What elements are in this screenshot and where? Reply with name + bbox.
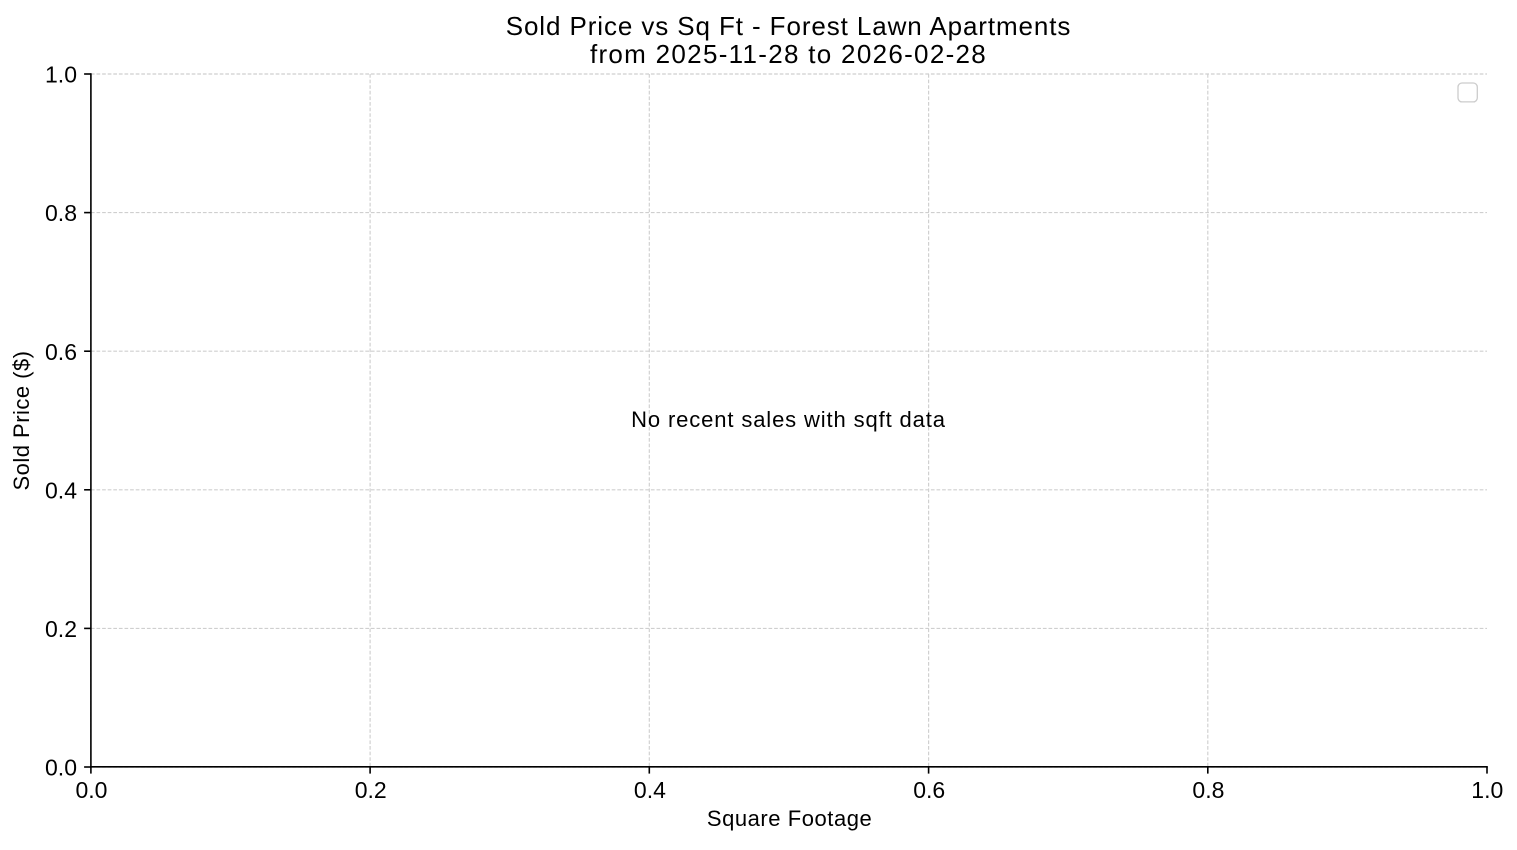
- svg-text:from 2025-11-28 to 2026-02-28: from 2025-11-28 to 2026-02-28: [590, 39, 987, 69]
- svg-text:No recent sales with sqft data: No recent sales with sqft data: [631, 407, 946, 432]
- svg-text:0.4: 0.4: [634, 777, 666, 803]
- svg-text:0.0: 0.0: [76, 777, 108, 803]
- svg-text:1.0: 1.0: [45, 62, 77, 88]
- svg-text:Square Footage: Square Footage: [707, 806, 872, 831]
- svg-text:0.0: 0.0: [45, 755, 77, 781]
- svg-text:Sold Price vs Sq Ft - Forest L: Sold Price vs Sq Ft - Forest Lawn Apartm…: [506, 11, 1072, 41]
- svg-text:0.2: 0.2: [45, 616, 77, 642]
- svg-text:0.8: 0.8: [1192, 777, 1224, 803]
- svg-text:Sold Price ($): Sold Price ($): [9, 351, 34, 491]
- svg-text:0.6: 0.6: [913, 777, 945, 803]
- svg-text:0.4: 0.4: [45, 477, 77, 503]
- svg-text:1.0: 1.0: [1471, 777, 1503, 803]
- svg-text:0.2: 0.2: [355, 777, 387, 803]
- svg-text:0.8: 0.8: [45, 200, 77, 226]
- svg-text:0.6: 0.6: [45, 339, 77, 365]
